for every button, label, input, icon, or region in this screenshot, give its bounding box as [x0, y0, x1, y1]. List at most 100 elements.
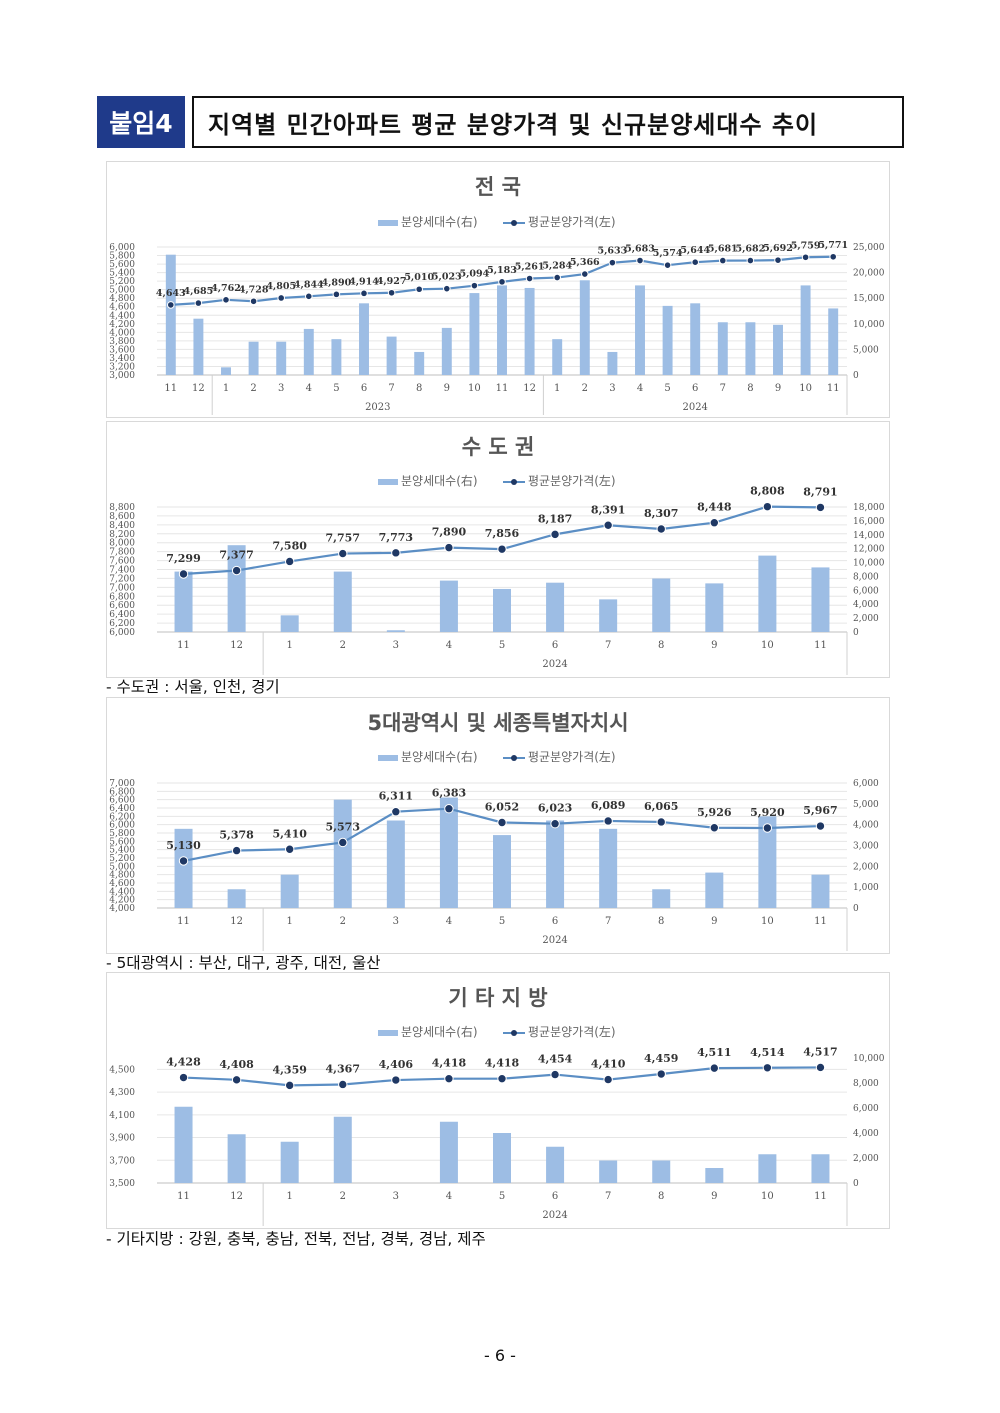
bar — [280, 615, 299, 632]
x-axis-tick: 10 — [761, 916, 774, 927]
x-axis-tick: 8 — [416, 383, 422, 394]
price-point — [553, 273, 562, 282]
x-axis-tick: 2 — [340, 916, 346, 927]
price-point — [829, 252, 838, 261]
price-point — [277, 294, 285, 302]
x-axis-tick: 12 — [230, 916, 243, 927]
price-point — [498, 278, 506, 286]
x-axis-tick: 3 — [393, 916, 399, 927]
left-axis-tick: 4,500 — [109, 1065, 135, 1075]
legend-bar-label: 분양세대수(右) — [401, 749, 478, 764]
bar — [690, 303, 701, 375]
bar — [221, 367, 231, 375]
x-axis-tick: 1 — [287, 640, 293, 651]
price-point — [709, 1063, 720, 1073]
legend-bar-swatch — [378, 1030, 398, 1036]
bar — [662, 305, 673, 375]
bar — [174, 571, 193, 632]
right-axis-tick: 4,000 — [853, 821, 879, 831]
price-data-label: 6,383 — [432, 787, 466, 800]
price-data-label: 5,692 — [763, 243, 793, 254]
x-axis-tick: 8 — [658, 916, 664, 927]
price-data-label: 4,511 — [697, 1046, 731, 1059]
left-axis-tick: 3,800 — [109, 337, 135, 347]
price-data-label: 4,418 — [485, 1057, 520, 1070]
price-point — [603, 1074, 613, 1085]
bar — [828, 308, 839, 375]
x-axis-tick: 10 — [468, 383, 481, 394]
price-data-label: 6,065 — [644, 800, 678, 813]
page-header: 붙임4 지역별 민간아파트 평균 분양가격 및 신규분양세대수 추이 — [97, 96, 904, 148]
bar — [773, 324, 783, 375]
left-axis-tick: 3,900 — [109, 1134, 135, 1144]
left-axis-tick: 6,600 — [109, 796, 135, 806]
price-data-label: 6,052 — [485, 801, 519, 814]
bar — [439, 1121, 458, 1183]
attachment-tag: 붙임4 — [97, 96, 185, 148]
left-axis-tick: 5,000 — [109, 286, 135, 296]
bar — [579, 280, 590, 375]
chart-title: 수 도 권 — [462, 435, 535, 459]
left-axis-tick: 4,400 — [109, 311, 135, 321]
price-data-label: 4,685 — [184, 286, 214, 297]
x-axis-tick: 5 — [499, 640, 505, 651]
price-point — [719, 256, 727, 265]
bar — [414, 351, 425, 375]
chart-panel-other: 기 타 지 방 분양세대수(右) 평균분양가격(左) 3,500 3,700 3,900 4… — [106, 972, 890, 1229]
price-point — [222, 296, 230, 304]
bar — [193, 318, 204, 375]
left-axis-tick: 4,600 — [109, 879, 135, 889]
legend-line-label: 평균분양가격(左) — [528, 1024, 616, 1039]
legend-line-label: 평균분양가격(左) — [528, 214, 616, 229]
right-axis-tick: 15,000 — [853, 294, 885, 304]
left-axis-tick: 3,700 — [109, 1156, 135, 1166]
x-axis-tick: 5 — [499, 916, 505, 927]
x-axis-tick: 12 — [230, 1191, 243, 1202]
left-axis-tick: 8,200 — [109, 530, 135, 540]
price-point — [167, 301, 175, 309]
bar — [811, 874, 830, 908]
price-point — [603, 520, 613, 530]
x-axis-tick: 6 — [552, 640, 558, 651]
price-point — [709, 823, 720, 833]
price-point — [194, 299, 203, 307]
price-point — [332, 290, 341, 299]
left-axis-tick: 3,500 — [109, 1179, 135, 1189]
price-data-label: 5,010 — [404, 272, 434, 283]
x-axis-tick: 2 — [250, 383, 256, 394]
left-axis-tick: 3,400 — [109, 354, 135, 364]
bar — [439, 797, 458, 908]
price-point — [178, 1072, 189, 1083]
legend-line-label: 평균분양가격(左) — [528, 749, 616, 764]
right-axis-tick: 25,000 — [853, 243, 885, 253]
price-point — [656, 524, 666, 534]
price-point — [391, 807, 401, 817]
price-point — [550, 819, 560, 829]
chart-panel-national: 전 국 분양세대수(右) 평균분양가격(左) 3,000 3,200 3,400 3,600… — [106, 161, 890, 418]
price-point — [762, 1063, 773, 1073]
bar — [552, 339, 563, 375]
price-data-label: 5,771 — [818, 240, 848, 251]
price-data-label: 5,378 — [219, 829, 254, 842]
bar — [546, 1146, 565, 1183]
price-data-label: 7,856 — [485, 527, 520, 540]
price-point — [338, 548, 348, 559]
bar — [652, 889, 671, 908]
bar — [635, 285, 645, 375]
price-data-label: 5,681 — [708, 244, 738, 255]
right-axis-tick: 12,000 — [853, 545, 885, 555]
page-number: - 6 - — [484, 1346, 516, 1365]
price-point — [608, 258, 617, 267]
price-data-label: 7,299 — [166, 552, 200, 565]
price-data-label: 8,391 — [591, 503, 625, 516]
page-title: 지역별 민간아파트 평균 분양가격 및 신규분양세대수 추이 — [192, 96, 904, 148]
price-data-label: 8,187 — [538, 512, 572, 525]
left-axis-tick: 4,400 — [109, 887, 135, 897]
right-axis-tick: 10,000 — [853, 559, 885, 569]
right-axis-tick: 3,000 — [853, 842, 879, 852]
chart-title: 5대광역시 및 세종특별자치시 — [367, 711, 628, 735]
price-point — [231, 845, 242, 856]
price-data-label: 4,454 — [538, 1053, 573, 1066]
bar — [493, 588, 511, 632]
legend-bar-swatch — [378, 755, 398, 761]
